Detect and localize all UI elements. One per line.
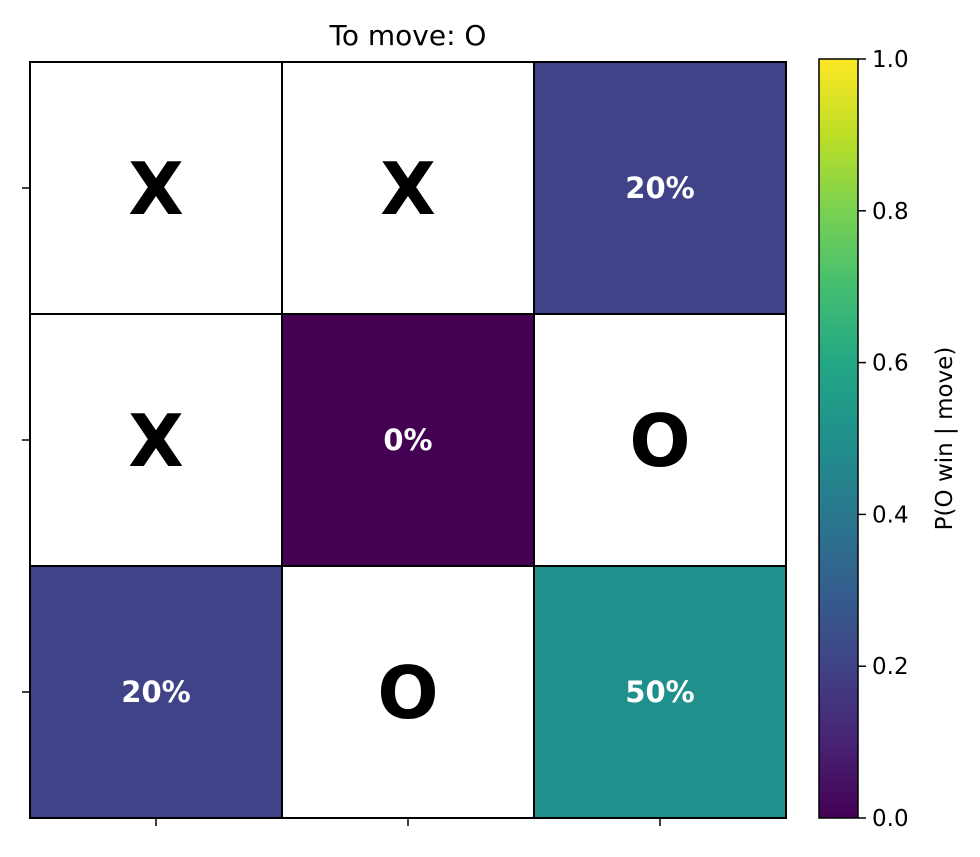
cell-probability-label: 20% xyxy=(121,675,190,709)
colorbar-label: P(O win | move) xyxy=(932,347,958,531)
cell-1-1 xyxy=(281,313,535,567)
cell-mark-o: O xyxy=(629,399,690,483)
cell-1-0 xyxy=(29,313,283,567)
cell-probability-label: 20% xyxy=(625,171,694,205)
colorbar: 0.0 0.2 0.4 0.6 0.8 1.0 P(O win | move) xyxy=(818,47,958,832)
cell-2-1 xyxy=(281,565,535,819)
cell-probability-label: 0% xyxy=(383,423,432,457)
cell-0-0 xyxy=(29,61,283,315)
board-grid: X X 20% X 0% O 20% O 50% xyxy=(29,61,787,819)
colorbar-gradient xyxy=(818,58,859,819)
colorbar-tick-label: 0.2 xyxy=(872,654,909,680)
cell-probability-label: 50% xyxy=(625,675,694,709)
cell-mark-x: X xyxy=(128,147,184,231)
cell-mark-x: X xyxy=(380,147,436,231)
cell-mark-x: X xyxy=(128,399,184,483)
cell-0-1 xyxy=(281,61,535,315)
cell-0-2 xyxy=(533,61,787,315)
colorbar-tick-label: 0.8 xyxy=(872,199,909,225)
colorbar-tick-label: 0.0 xyxy=(872,806,909,832)
axis-ticks xyxy=(22,187,661,826)
chart-title: To move: O xyxy=(329,19,487,52)
cell-1-2 xyxy=(533,313,787,567)
colorbar-tick-label: 0.6 xyxy=(872,351,909,377)
colorbar-tick-label: 0.4 xyxy=(872,502,909,528)
colorbar-tick-label: 1.0 xyxy=(872,47,909,73)
cell-mark-o: O xyxy=(377,651,438,735)
